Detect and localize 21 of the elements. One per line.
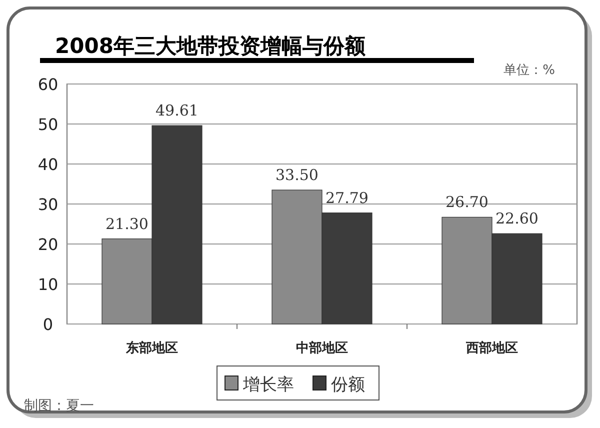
data-label: 26.70 — [446, 193, 488, 212]
chart-subtitle: 单位：% — [504, 63, 555, 78]
data-label: 21.30 — [106, 214, 148, 233]
chart-title: 2008年三大地带投资增幅与份额 — [55, 34, 366, 58]
y-tick-label: 40 — [38, 155, 58, 174]
y-tick-label: 20 — [38, 235, 58, 254]
y-tick-label: 60 — [38, 75, 58, 94]
data-label: 49.61 — [156, 102, 198, 120]
y-tick-label: 0 — [42, 315, 54, 334]
x-tick-label: 中部地区 — [296, 340, 348, 356]
y-tick-label: 50 — [38, 115, 58, 134]
data-label: 27.79 — [326, 188, 368, 207]
y-tick-label: 30 — [38, 195, 58, 214]
x-tick-label: 西部地区 — [465, 340, 518, 356]
data-label: 22.60 — [496, 210, 538, 228]
x-tick-label: 东部地区 — [125, 340, 178, 356]
legend-label: 增长率 — [242, 375, 294, 395]
data-label: 33.50 — [276, 166, 318, 184]
text: 制图：夏一 — [24, 398, 94, 414]
legend-label: 份额 — [331, 375, 365, 395]
y-tick-label: 10 — [38, 275, 58, 294]
